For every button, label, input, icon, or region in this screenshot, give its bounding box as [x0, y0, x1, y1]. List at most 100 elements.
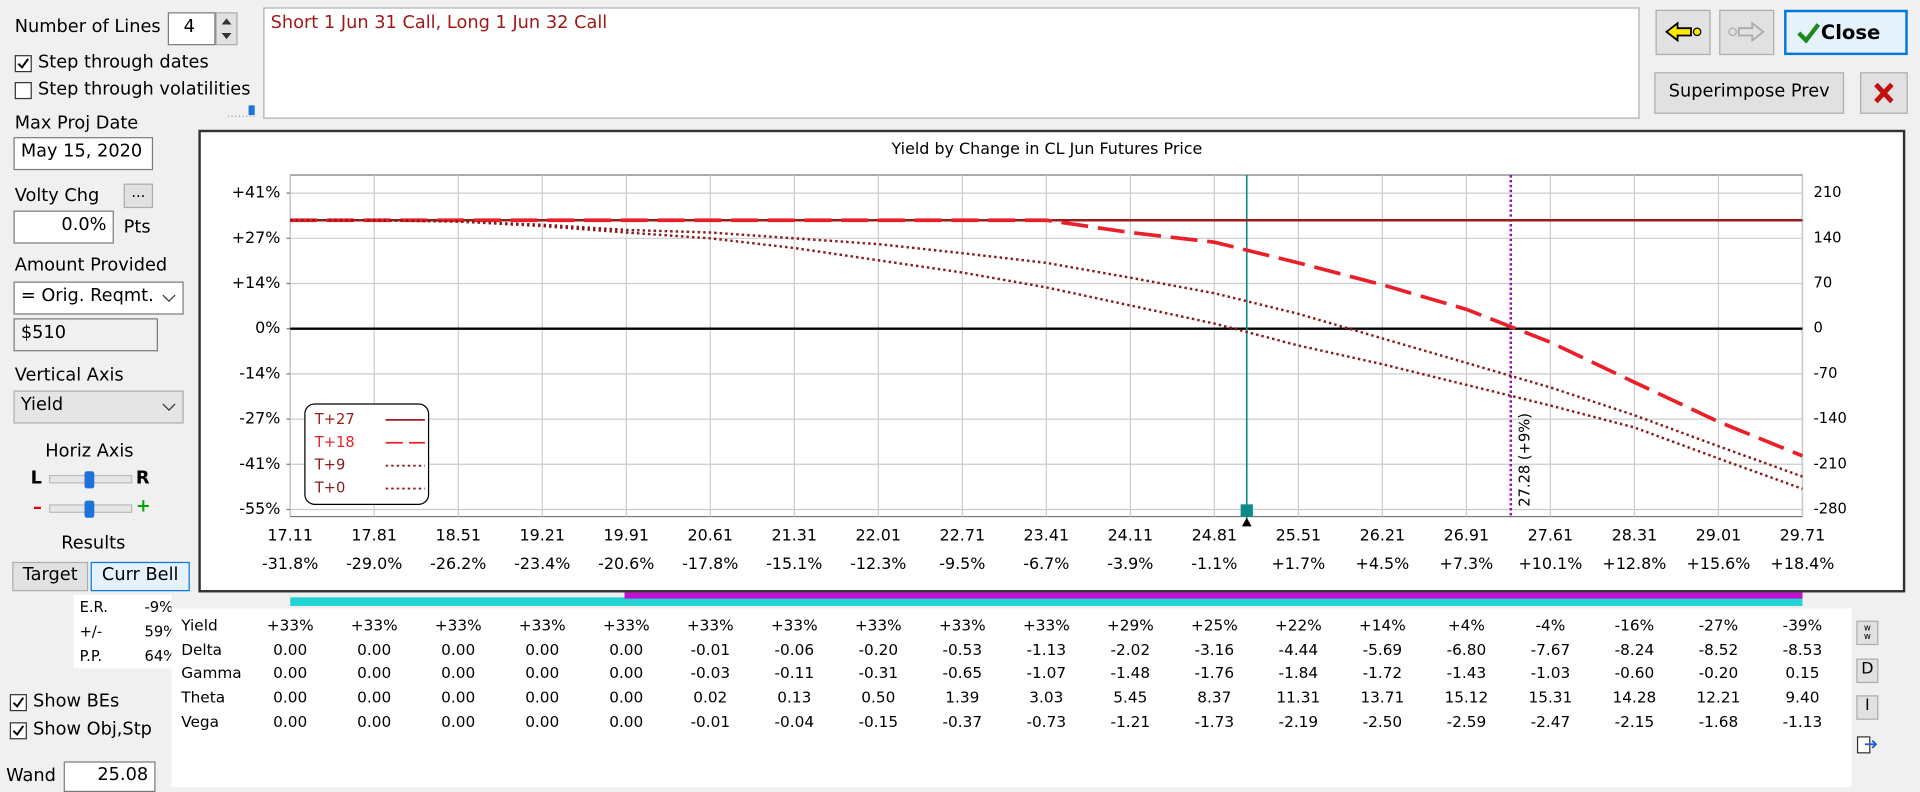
chevron: [162, 403, 176, 411]
spinner[interactable]: [215, 12, 238, 46]
y2-tick-label: 70: [1813, 275, 1832, 292]
next-button[interactable]: [1719, 9, 1775, 56]
export-glyph: [1856, 736, 1878, 754]
cell: 0.02: [693, 688, 728, 707]
cell: 8.37: [1197, 688, 1232, 707]
checkbox[interactable]: [9, 694, 27, 712]
x-pct-label: -23.4%: [514, 554, 570, 573]
number-input[interactable]: 4: [167, 12, 216, 46]
y2-tick-label: -210: [1813, 455, 1846, 472]
y-tick-label: 0%: [255, 318, 280, 337]
export-icon[interactable]: [1855, 733, 1879, 755]
checkbox[interactable]: [14, 82, 32, 100]
cell: +33%: [518, 615, 566, 635]
cell: -1.48: [1110, 663, 1151, 683]
x-tick-label: 21.31: [772, 526, 818, 545]
y2-tick-label: 0: [1813, 320, 1822, 337]
button[interactable]: ww: [1856, 620, 1879, 646]
x-tick-label: 23.41: [1024, 526, 1070, 545]
cell: -0.15: [858, 712, 899, 731]
cell: -0.11: [774, 663, 815, 683]
cell: -1.76: [1194, 663, 1235, 683]
cell: +33%: [1022, 615, 1070, 635]
amount-box: $510: [13, 318, 158, 352]
y-tick-label: -55%: [239, 499, 280, 518]
x-tick-label: 24.11: [1108, 526, 1154, 545]
label: –: [33, 498, 42, 518]
close-button[interactable]: Close: [1784, 9, 1908, 56]
cell: 3.03: [1029, 688, 1064, 707]
label: Volty Chg: [14, 186, 100, 206]
cell: -1.84: [1278, 663, 1319, 683]
cell: -8.52: [1698, 639, 1739, 659]
cell: -16%: [1614, 615, 1655, 635]
chart-panel: [198, 129, 1906, 593]
chevron: [162, 294, 176, 302]
cell: 0.00: [609, 639, 644, 659]
superimpose-button[interactable]: Superimpose Prev: [1654, 72, 1845, 114]
cell: 5.45: [1113, 688, 1148, 707]
stat-value: 59%: [144, 623, 171, 641]
dropdown[interactable]: = Orig. Reqmt.: [13, 281, 184, 315]
cell: 0.00: [273, 663, 308, 683]
cell: 0.00: [357, 639, 392, 659]
cell: -0.06: [774, 639, 815, 659]
x-tick-label: 26.21: [1360, 526, 1406, 545]
x-pct-label: +1.7%: [1271, 554, 1325, 573]
legend-label: T+27: [314, 411, 355, 428]
cell: -1.13: [1026, 639, 1067, 659]
button[interactable]: I: [1856, 695, 1879, 720]
x-tick-label: 24.81: [1192, 526, 1238, 545]
description: Short 1 Jun 31 Call, Long 1 Jun 32 Call: [263, 7, 1640, 119]
x-pct-label: -12.3%: [850, 554, 906, 573]
checkbox-label: Show Obj,Stp: [33, 719, 152, 740]
delete-button[interactable]: [1860, 72, 1908, 114]
dropdown-value: = Orig. Reqmt.: [20, 286, 154, 307]
date-input[interactable]: May 15, 2020: [13, 137, 154, 171]
series-line: [290, 218, 1804, 458]
arrow-right-icon: [1728, 21, 1765, 43]
cell: +33%: [938, 615, 986, 635]
x-pct-label: -26.2%: [430, 554, 486, 573]
button[interactable]: Target: [12, 561, 89, 592]
checkbox[interactable]: [14, 55, 32, 73]
cell: -7.67: [1530, 639, 1571, 659]
button[interactable]: ...: [123, 183, 154, 209]
button[interactable]: D: [1856, 658, 1879, 684]
cell: -6.80: [1446, 639, 1487, 659]
x-pct-label: -31.8%: [262, 554, 318, 573]
chart-title: Yield by Change in CL Jun Futures Price: [891, 139, 1203, 158]
x-pct-label: -29.0%: [346, 554, 402, 573]
slider-thumb[interactable]: [84, 471, 95, 489]
mini-slider-icon: [227, 105, 258, 117]
label: +: [135, 496, 151, 517]
cell: -1.13: [1782, 712, 1823, 731]
slider-thumb[interactable]: [84, 500, 95, 518]
cell: -1.43: [1446, 663, 1487, 683]
cell: -27%: [1698, 615, 1739, 635]
x-pct-label: +4.5%: [1356, 554, 1410, 573]
cell: -4.44: [1278, 639, 1319, 659]
prev-button[interactable]: [1655, 9, 1711, 56]
label: Pts: [123, 217, 151, 238]
current-price-arrow: [1241, 517, 1252, 527]
cell: -2.15: [1614, 712, 1655, 731]
button[interactable]: Curr Bell: [90, 561, 190, 592]
x-pct-label: -20.6%: [598, 554, 654, 573]
cell: +33%: [434, 615, 482, 635]
x-pct-label: -15.1%: [766, 554, 822, 573]
dropdown[interactable]: Yield: [13, 390, 184, 424]
mini-slider[interactable]: [227, 103, 258, 117]
volty-input[interactable]: 0.0%: [13, 210, 114, 244]
cell: -1.72: [1362, 663, 1403, 683]
cell: +14%: [1358, 615, 1406, 635]
cell: -0.60: [1614, 663, 1655, 683]
x-pct-label: -17.8%: [682, 554, 738, 573]
checkbox[interactable]: [9, 722, 27, 740]
wand-input[interactable]: 25.08: [63, 761, 156, 792]
y2-tick-label: -140: [1813, 410, 1846, 427]
cell: 0.15: [1785, 663, 1820, 683]
check-glyph: [12, 725, 25, 736]
